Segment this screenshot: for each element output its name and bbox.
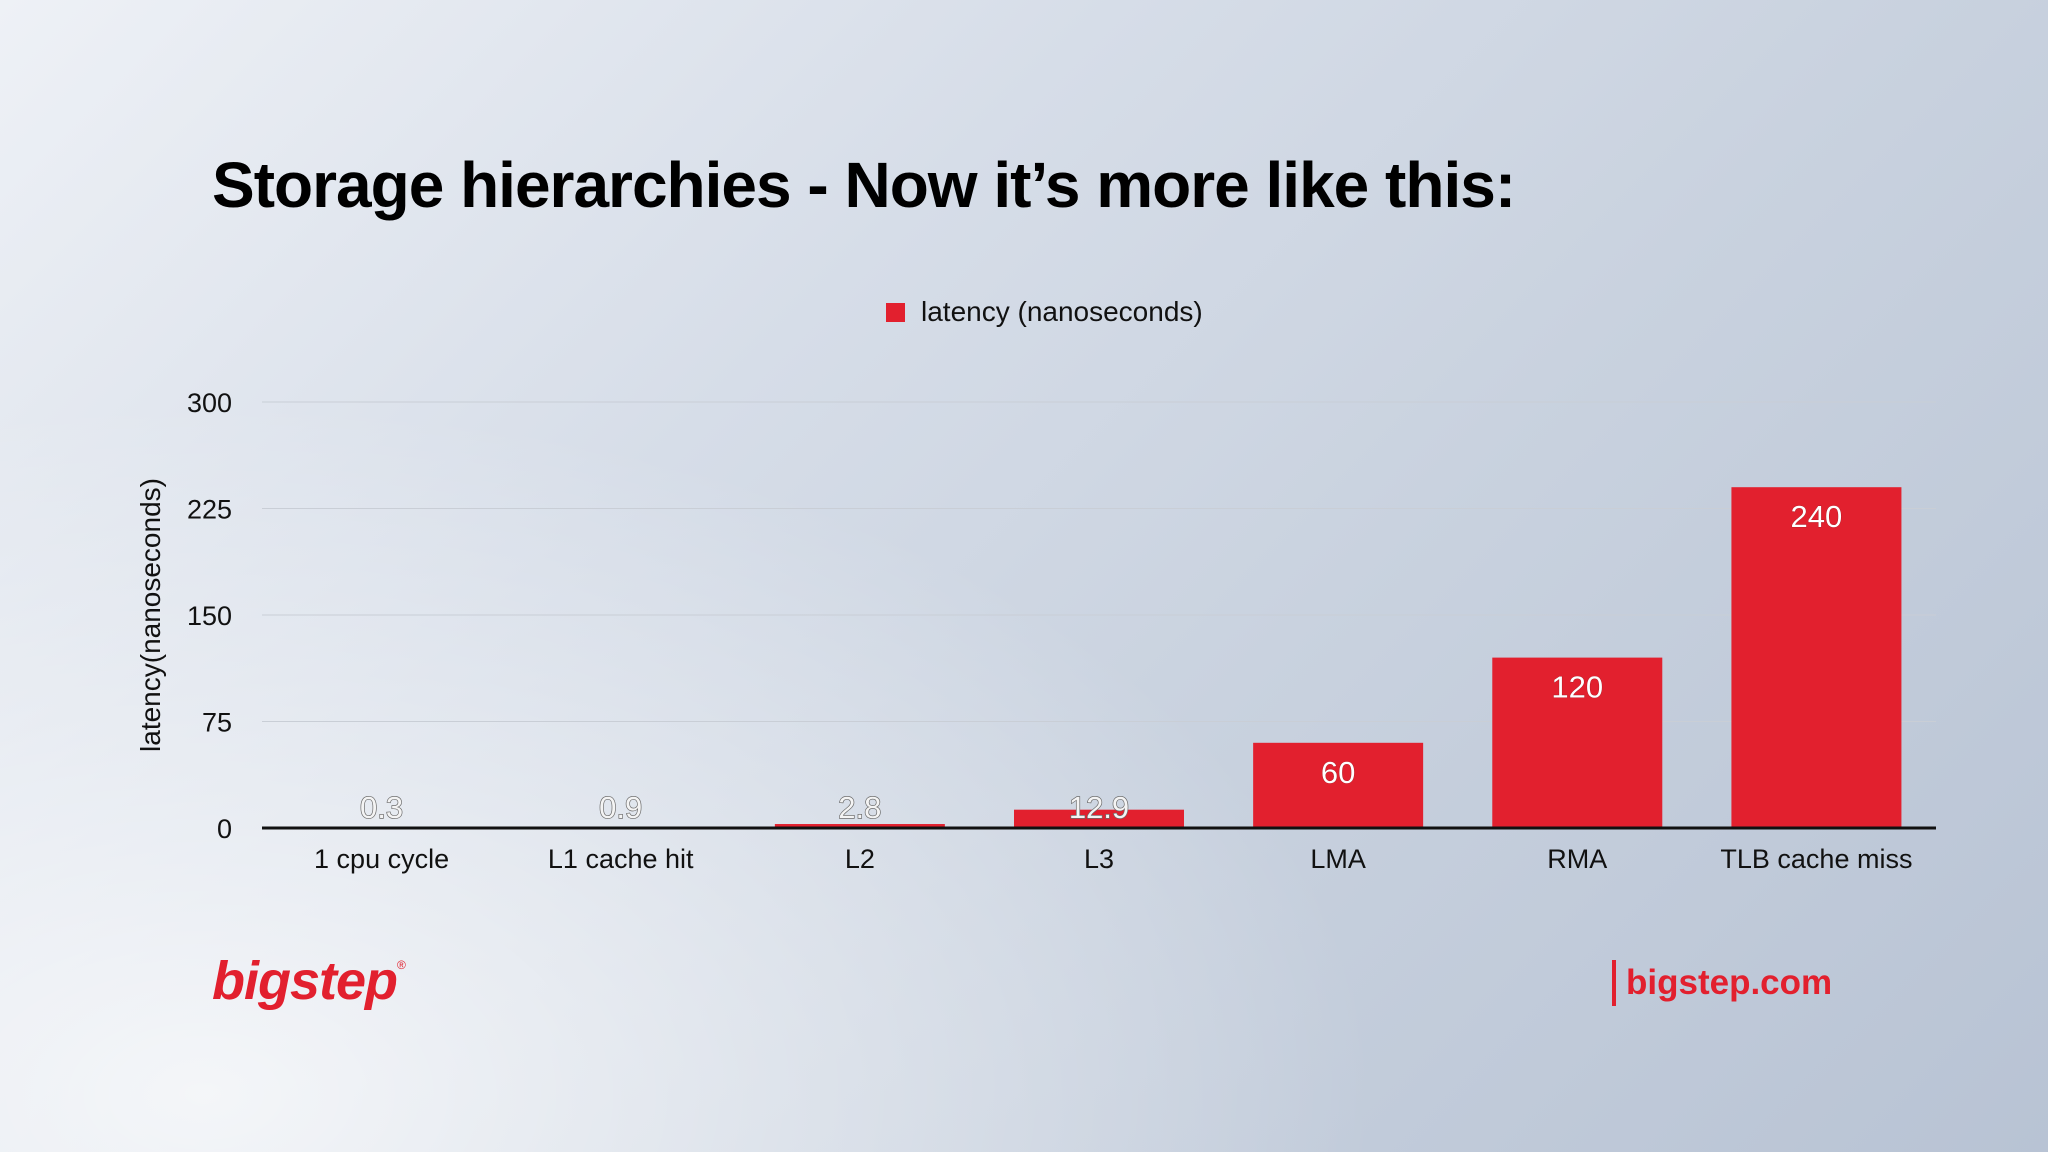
chart-legend: latency (nanoseconds) <box>886 296 1203 328</box>
bigstep-logo: bigstep® <box>212 950 406 1012</box>
x-tick-label: L2 <box>845 844 875 874</box>
x-tick-label: LMA <box>1310 844 1366 874</box>
data-label: 0.9 <box>599 790 642 825</box>
x-tick-label: RMA <box>1547 844 1607 874</box>
x-tick-label: L1 cache hit <box>548 844 694 874</box>
url-text: bigstep.com <box>1626 963 1833 1002</box>
bar <box>1253 742 1424 828</box>
data-label: 12.9 <box>1069 790 1129 825</box>
bar <box>774 824 945 828</box>
y-tick-label: 150 <box>187 601 232 631</box>
bar <box>1014 809 1184 828</box>
legend-label: latency (nanoseconds) <box>921 296 1203 327</box>
data-label: 120 <box>1551 670 1603 705</box>
logo-text: bigstep <box>212 951 398 1011</box>
y-axis-label: latency(nanoseconds) <box>135 478 166 752</box>
x-tick-label: TLB cache miss <box>1720 844 1912 874</box>
legend-swatch <box>886 302 905 322</box>
brand-url: bigstep.com <box>1612 960 1832 1006</box>
data-label: 0.3 <box>360 790 403 825</box>
bar <box>1492 657 1663 828</box>
y-tick-label: 75 <box>202 708 232 738</box>
y-tick-label: 0 <box>217 814 232 844</box>
data-label: 60 <box>1321 755 1355 790</box>
x-tick-label: 1 cpu cycle <box>314 844 449 874</box>
slide-title: Storage hierarchies - Now it’s more like… <box>212 149 1516 221</box>
url-divider <box>1612 960 1616 1006</box>
bar <box>1731 487 1902 828</box>
data-label: 240 <box>1791 499 1843 534</box>
y-tick-label: 300 <box>187 388 232 418</box>
x-tick-label: L3 <box>1084 844 1114 874</box>
registered-mark: ® <box>397 958 406 972</box>
y-tick-label: 225 <box>187 495 232 525</box>
data-label: 2.8 <box>838 790 881 825</box>
